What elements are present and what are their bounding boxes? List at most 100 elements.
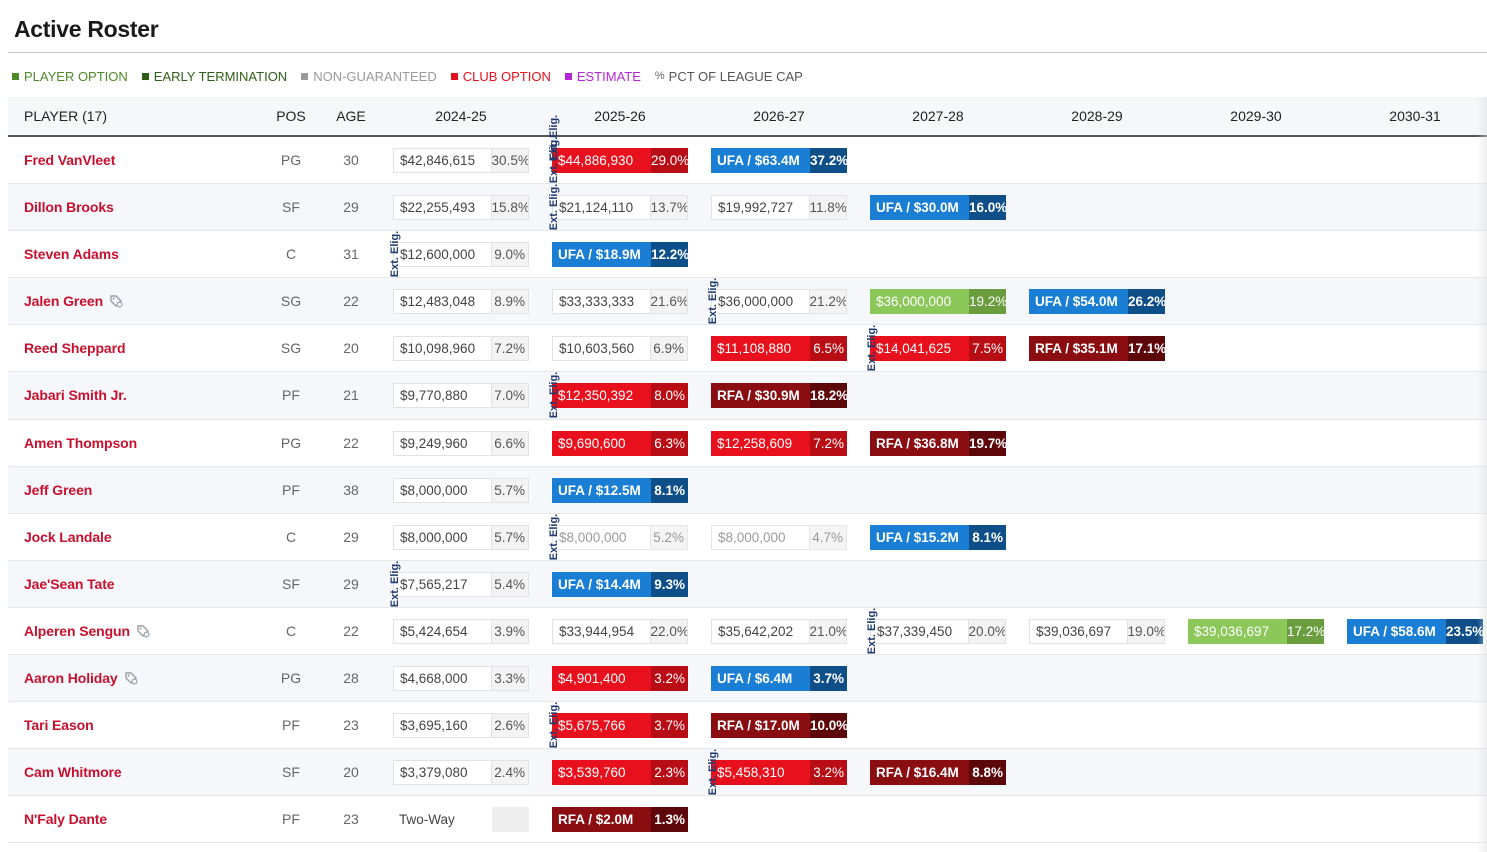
- cap-percent: 3.9%: [491, 619, 528, 643]
- header-season[interactable]: 2026-27: [753, 108, 805, 124]
- cap-percent: 5.4%: [491, 572, 528, 596]
- salary-cell[interactable]: $8,000,000 5.2%: [552, 524, 688, 550]
- extension-eligible-marker: Ext. Elig.: [706, 749, 720, 795]
- salary-cell[interactable]: $33,333,333 21.6%: [552, 289, 688, 315]
- salary-cell[interactable]: $12,600,000 9.0%: [393, 242, 529, 268]
- salary-cell[interactable]: UFA / $18.9M 12.2%: [552, 242, 688, 268]
- salary-cell[interactable]: $8,000,000 4.7%: [711, 524, 847, 550]
- salary-cell[interactable]: $14,041,625 7.5%: [870, 336, 1006, 362]
- salary-cell[interactable]: UFA / $54.0M 26.2%: [1029, 289, 1165, 315]
- salary-cell[interactable]: $9,690,600 6.3%: [552, 430, 688, 456]
- salary-cell[interactable]: $8,000,000 5.7%: [393, 524, 529, 550]
- player-name-link[interactable]: Fred VanVleet: [24, 137, 115, 183]
- salary-amount: $5,458,310: [711, 760, 810, 786]
- salary-cell[interactable]: UFA / $6.4M 3.7%: [711, 666, 847, 692]
- salary-cell[interactable]: $9,249,960 6.6%: [393, 430, 529, 456]
- player-position: PG: [280, 434, 302, 451]
- cap-percent: 1.3%: [651, 807, 688, 833]
- salary-cell[interactable]: $37,339,450 20.0%: [870, 618, 1006, 644]
- salary-cell[interactable]: $10,603,560 6.9%: [552, 336, 688, 362]
- salary-cell[interactable]: RFA / $30.9M 18.2%: [711, 383, 847, 409]
- salary-cell[interactable]: $4,668,000 3.3%: [393, 666, 529, 692]
- salary-cell[interactable]: $11,108,880 6.5%: [711, 336, 847, 362]
- legend-item: EARLY TERMINATION: [141, 69, 287, 84]
- salary-cell[interactable]: RFA / $17.0M 10.0%: [711, 713, 847, 739]
- salary-amount: $8,000,000: [712, 525, 810, 549]
- salary-cell[interactable]: UFA / $30.0M 16.0%: [870, 195, 1006, 221]
- salary-cell[interactable]: RFA / $16.4M 8.8%: [870, 760, 1006, 786]
- salary-cell[interactable]: $5,424,654 3.9%: [393, 618, 529, 644]
- player-name-link[interactable]: Dillon Brooks: [24, 184, 114, 230]
- salary-cell[interactable]: $12,258,609 7.2%: [711, 430, 847, 456]
- salary-cell[interactable]: $9,770,880 7.0%: [393, 383, 529, 409]
- salary-cell[interactable]: UFA / $63.4M 37.2%: [711, 148, 847, 173]
- salary-cell[interactable]: $5,458,310 3.2%: [711, 760, 847, 786]
- contract-tag-icon[interactable]: [124, 657, 138, 685]
- header-season[interactable]: 2028-29: [1071, 108, 1123, 124]
- salary-cell[interactable]: $3,539,760 2.3%: [552, 760, 688, 786]
- salary-cell[interactable]: $39,036,697 19.0%: [1029, 618, 1165, 644]
- header-season[interactable]: 2027-28: [912, 108, 964, 124]
- salary-cell[interactable]: $8,000,000 5.7%: [393, 477, 529, 503]
- cap-percent: 12.2%: [651, 242, 688, 268]
- player-name-link[interactable]: Cam Whitmore: [24, 749, 122, 795]
- header-season[interactable]: 2029-30: [1230, 108, 1282, 124]
- salary-cell[interactable]: Two-Way: [393, 807, 529, 833]
- player-name-link[interactable]: Jae'Sean Tate: [24, 561, 115, 607]
- player-name-link[interactable]: N'Faly Dante: [24, 796, 107, 842]
- player-name-link[interactable]: Aaron Holiday: [24, 655, 138, 701]
- salary-cell[interactable]: $3,695,160 2.6%: [393, 713, 529, 739]
- extension-eligible-label: Ext. Elig.: [548, 114, 560, 162]
- player-name-link[interactable]: Jock Landale: [24, 514, 112, 560]
- header-season[interactable]: 2024-25: [435, 108, 487, 124]
- player-name-link[interactable]: Jalen Green: [24, 278, 123, 324]
- cap-percent: 4.7%: [809, 525, 846, 549]
- salary-cell[interactable]: UFA / $15.2M 8.1%: [870, 524, 1006, 550]
- salary-cell[interactable]: $44,886,930 29.0%: [552, 148, 688, 173]
- salary-cell[interactable]: $33,944,954 22.0%: [552, 618, 688, 644]
- salary-cell[interactable]: $36,000,000 19.2%: [870, 289, 1006, 315]
- extension-eligible-label: Ext. Elig.: [389, 230, 401, 278]
- salary-cell[interactable]: $39,036,697 17.2%: [1188, 618, 1324, 644]
- player-name-link[interactable]: Jeff Green: [24, 467, 92, 513]
- header-season[interactable]: 2030-31: [1389, 108, 1441, 124]
- salary-cell[interactable]: $42,846,615 30.5%: [393, 148, 529, 173]
- salary-cell[interactable]: $19,992,727 11.8%: [711, 195, 847, 221]
- salary-cell[interactable]: $21,124,110 13.7%: [552, 195, 688, 221]
- player-name: Amen Thompson: [24, 434, 138, 451]
- player-name-link[interactable]: Reed Sheppard: [24, 325, 125, 371]
- salary-cell[interactable]: $7,565,217 5.4%: [393, 571, 529, 597]
- header-season[interactable]: 2025-26: [594, 108, 646, 124]
- header-age[interactable]: AGE: [336, 108, 366, 124]
- header-pos[interactable]: POS: [276, 108, 306, 124]
- salary-cell[interactable]: $10,098,960 7.2%: [393, 336, 529, 362]
- salary-cell[interactable]: RFA / $36.8M 19.7%: [870, 430, 1006, 456]
- contract-tag-icon[interactable]: [109, 280, 123, 308]
- salary-cell[interactable]: $36,000,000 21.2%: [711, 289, 847, 315]
- player-name-link[interactable]: Alperen Sengun: [24, 608, 150, 654]
- salary-cell[interactable]: UFA / $14.4M 9.3%: [552, 571, 688, 597]
- salary-cell[interactable]: RFA / $35.1M 17.1%: [1029, 336, 1165, 362]
- salary-cell[interactable]: $4,901,400 3.2%: [552, 666, 688, 692]
- salary-cell[interactable]: $12,350,392 8.0%: [552, 383, 688, 409]
- table-header: PLAYER (17) POS AGE 2024-25 2025-26 2026-2…: [8, 97, 1487, 137]
- player-name-link[interactable]: Amen Thompson: [24, 420, 137, 466]
- contract-tag-icon[interactable]: [136, 610, 150, 638]
- salary-cell[interactable]: $22,255,493 15.8%: [393, 195, 529, 221]
- salary-cell[interactable]: $35,642,202 21.0%: [711, 618, 847, 644]
- salary-cell[interactable]: UFA / $12.5M 8.1%: [552, 477, 688, 503]
- salary-cell[interactable]: $5,675,766 3.7%: [552, 713, 688, 739]
- player-name-link[interactable]: Steven Adams: [24, 231, 119, 277]
- salary-cell[interactable]: $3,379,080 2.4%: [393, 760, 529, 786]
- cap-percent: 8.1%: [651, 477, 688, 503]
- cap-percent: 7.2%: [810, 430, 847, 456]
- header-player[interactable]: PLAYER (17): [24, 108, 107, 124]
- salary-amount: $9,690,600: [552, 430, 651, 456]
- player-name-link[interactable]: Jabari Smith Jr.: [24, 372, 127, 418]
- legend-item: ESTIMATE: [564, 69, 641, 84]
- player-name-link[interactable]: Tari Eason: [24, 702, 94, 748]
- salary-cell[interactable]: RFA / $2.0M 1.3%: [552, 807, 688, 833]
- salary-amount: RFA / $30.9M: [711, 383, 810, 409]
- salary-cell[interactable]: $12,483,048 8.9%: [393, 289, 529, 315]
- salary-cell[interactable]: UFA / $58.6M 23.5%: [1347, 618, 1483, 644]
